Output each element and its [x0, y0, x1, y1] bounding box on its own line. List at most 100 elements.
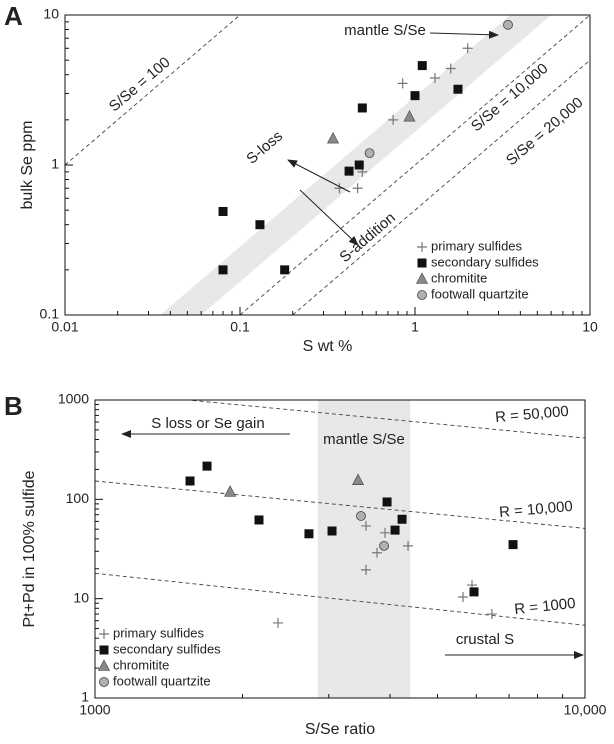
- data-point: [403, 110, 416, 122]
- reference-line-label: S/Se = 100: [106, 54, 174, 115]
- data-point: [202, 461, 212, 471]
- data-point: [357, 103, 367, 113]
- x-tick-label: 1000: [79, 702, 110, 718]
- y-tick-label: 10: [43, 6, 59, 22]
- data-point: [352, 473, 365, 485]
- legend-label: secondary sulfides: [431, 254, 539, 269]
- data-point: [380, 527, 391, 538]
- legend-label: chromitite: [431, 270, 487, 285]
- y-tick-label: 1: [51, 156, 59, 172]
- y-tick-label: 1: [81, 689, 89, 705]
- panel-label: A: [4, 1, 23, 31]
- arrow: [299, 189, 359, 246]
- data-point: [218, 206, 228, 216]
- reference-line-label: R = 50,000: [494, 403, 569, 426]
- data-point: [503, 19, 513, 30]
- data-point: [272, 617, 283, 628]
- legend-marker: [99, 645, 109, 655]
- legend-label: chromitite: [113, 657, 169, 672]
- x-axis-title: S/Se ratio: [305, 721, 375, 738]
- arrow: [287, 159, 351, 193]
- legend-label: footwall quartzite: [113, 673, 211, 688]
- x-axis-title: S wt %: [303, 338, 353, 355]
- data-point: [344, 166, 354, 176]
- plot-area-a: [65, 15, 590, 315]
- data-point: [388, 114, 399, 125]
- data-point: [469, 587, 479, 597]
- data-point: [382, 497, 392, 507]
- x-tick-label: 10,000: [564, 702, 607, 718]
- data-point: [360, 564, 371, 575]
- plot-frame: [94, 399, 586, 699]
- data-point: [254, 515, 264, 525]
- data-point: [403, 540, 414, 551]
- y-tick-label: 10: [73, 589, 89, 605]
- legend-marker: [99, 629, 109, 639]
- data-point: [327, 131, 340, 144]
- arrow: [429, 30, 499, 39]
- plot-area-b: [95, 400, 585, 698]
- legend-marker: [417, 258, 427, 268]
- legend-label: primary sulfides: [431, 238, 523, 253]
- data-point: [410, 91, 420, 101]
- legend-marker: [416, 272, 428, 284]
- data-point: [352, 183, 363, 194]
- data-point: [218, 265, 228, 275]
- data-point: [280, 265, 290, 275]
- y-tick-label: 1000: [58, 391, 89, 407]
- data-point: [372, 547, 383, 558]
- y-tick-label: 0.1: [40, 306, 60, 322]
- annotation: S-loss: [243, 128, 286, 168]
- reference-line-label: R = 1000: [514, 595, 577, 618]
- reference-line: [95, 572, 585, 626]
- annotation: S loss or Se gain: [151, 415, 264, 432]
- data-point: [508, 540, 518, 550]
- x-tick-label: 10: [582, 319, 598, 335]
- reference-line-label: R = 10,000: [498, 498, 573, 521]
- data-point: [390, 525, 400, 535]
- y-axis-title: Pt+Pd in 100% sulfide: [21, 470, 38, 627]
- data-point: [224, 485, 237, 497]
- data-point: [327, 526, 337, 536]
- x-tick-label: 0.1: [230, 319, 250, 335]
- reference-line: [239, 15, 590, 315]
- x-tick-label: 0.01: [51, 319, 78, 335]
- data-point: [360, 520, 371, 531]
- data-point: [379, 540, 389, 551]
- legend-label: secondary sulfides: [113, 641, 221, 656]
- data-point: [185, 476, 195, 486]
- data-point: [356, 511, 366, 521]
- reference-line: [292, 59, 590, 315]
- legend-marker: [99, 677, 109, 687]
- reference-line: [95, 480, 585, 529]
- data-point: [445, 63, 456, 74]
- data-point: [486, 609, 497, 620]
- data-point: [397, 514, 407, 524]
- data-point: [429, 73, 440, 84]
- legend-marker: [417, 242, 427, 252]
- annotation: mantle S/Se: [344, 22, 426, 39]
- legend-label: footwall quartzite: [431, 286, 529, 301]
- annotation: S-addition: [336, 209, 398, 266]
- reference-line: [183, 400, 585, 439]
- data-point: [462, 43, 473, 54]
- y-tick-label: 100: [66, 490, 90, 506]
- legend-label: primary sulfides: [113, 625, 205, 640]
- panel-label: B: [4, 391, 23, 421]
- legend-marker: [98, 659, 110, 671]
- annotation: crustal S: [456, 631, 514, 648]
- data-point: [304, 529, 314, 539]
- data-point: [354, 160, 364, 170]
- data-point: [457, 591, 468, 602]
- data-point: [364, 148, 375, 159]
- data-point: [417, 61, 427, 71]
- reference-line-label: S/Se = 20,000: [503, 94, 587, 169]
- x-tick-label: 1: [411, 319, 419, 335]
- annotation: mantle S/Se: [323, 431, 405, 448]
- reference-line: [65, 15, 241, 166]
- data-point: [255, 220, 265, 230]
- data-point: [397, 78, 408, 89]
- legend-marker: [417, 290, 427, 300]
- data-point: [453, 84, 463, 94]
